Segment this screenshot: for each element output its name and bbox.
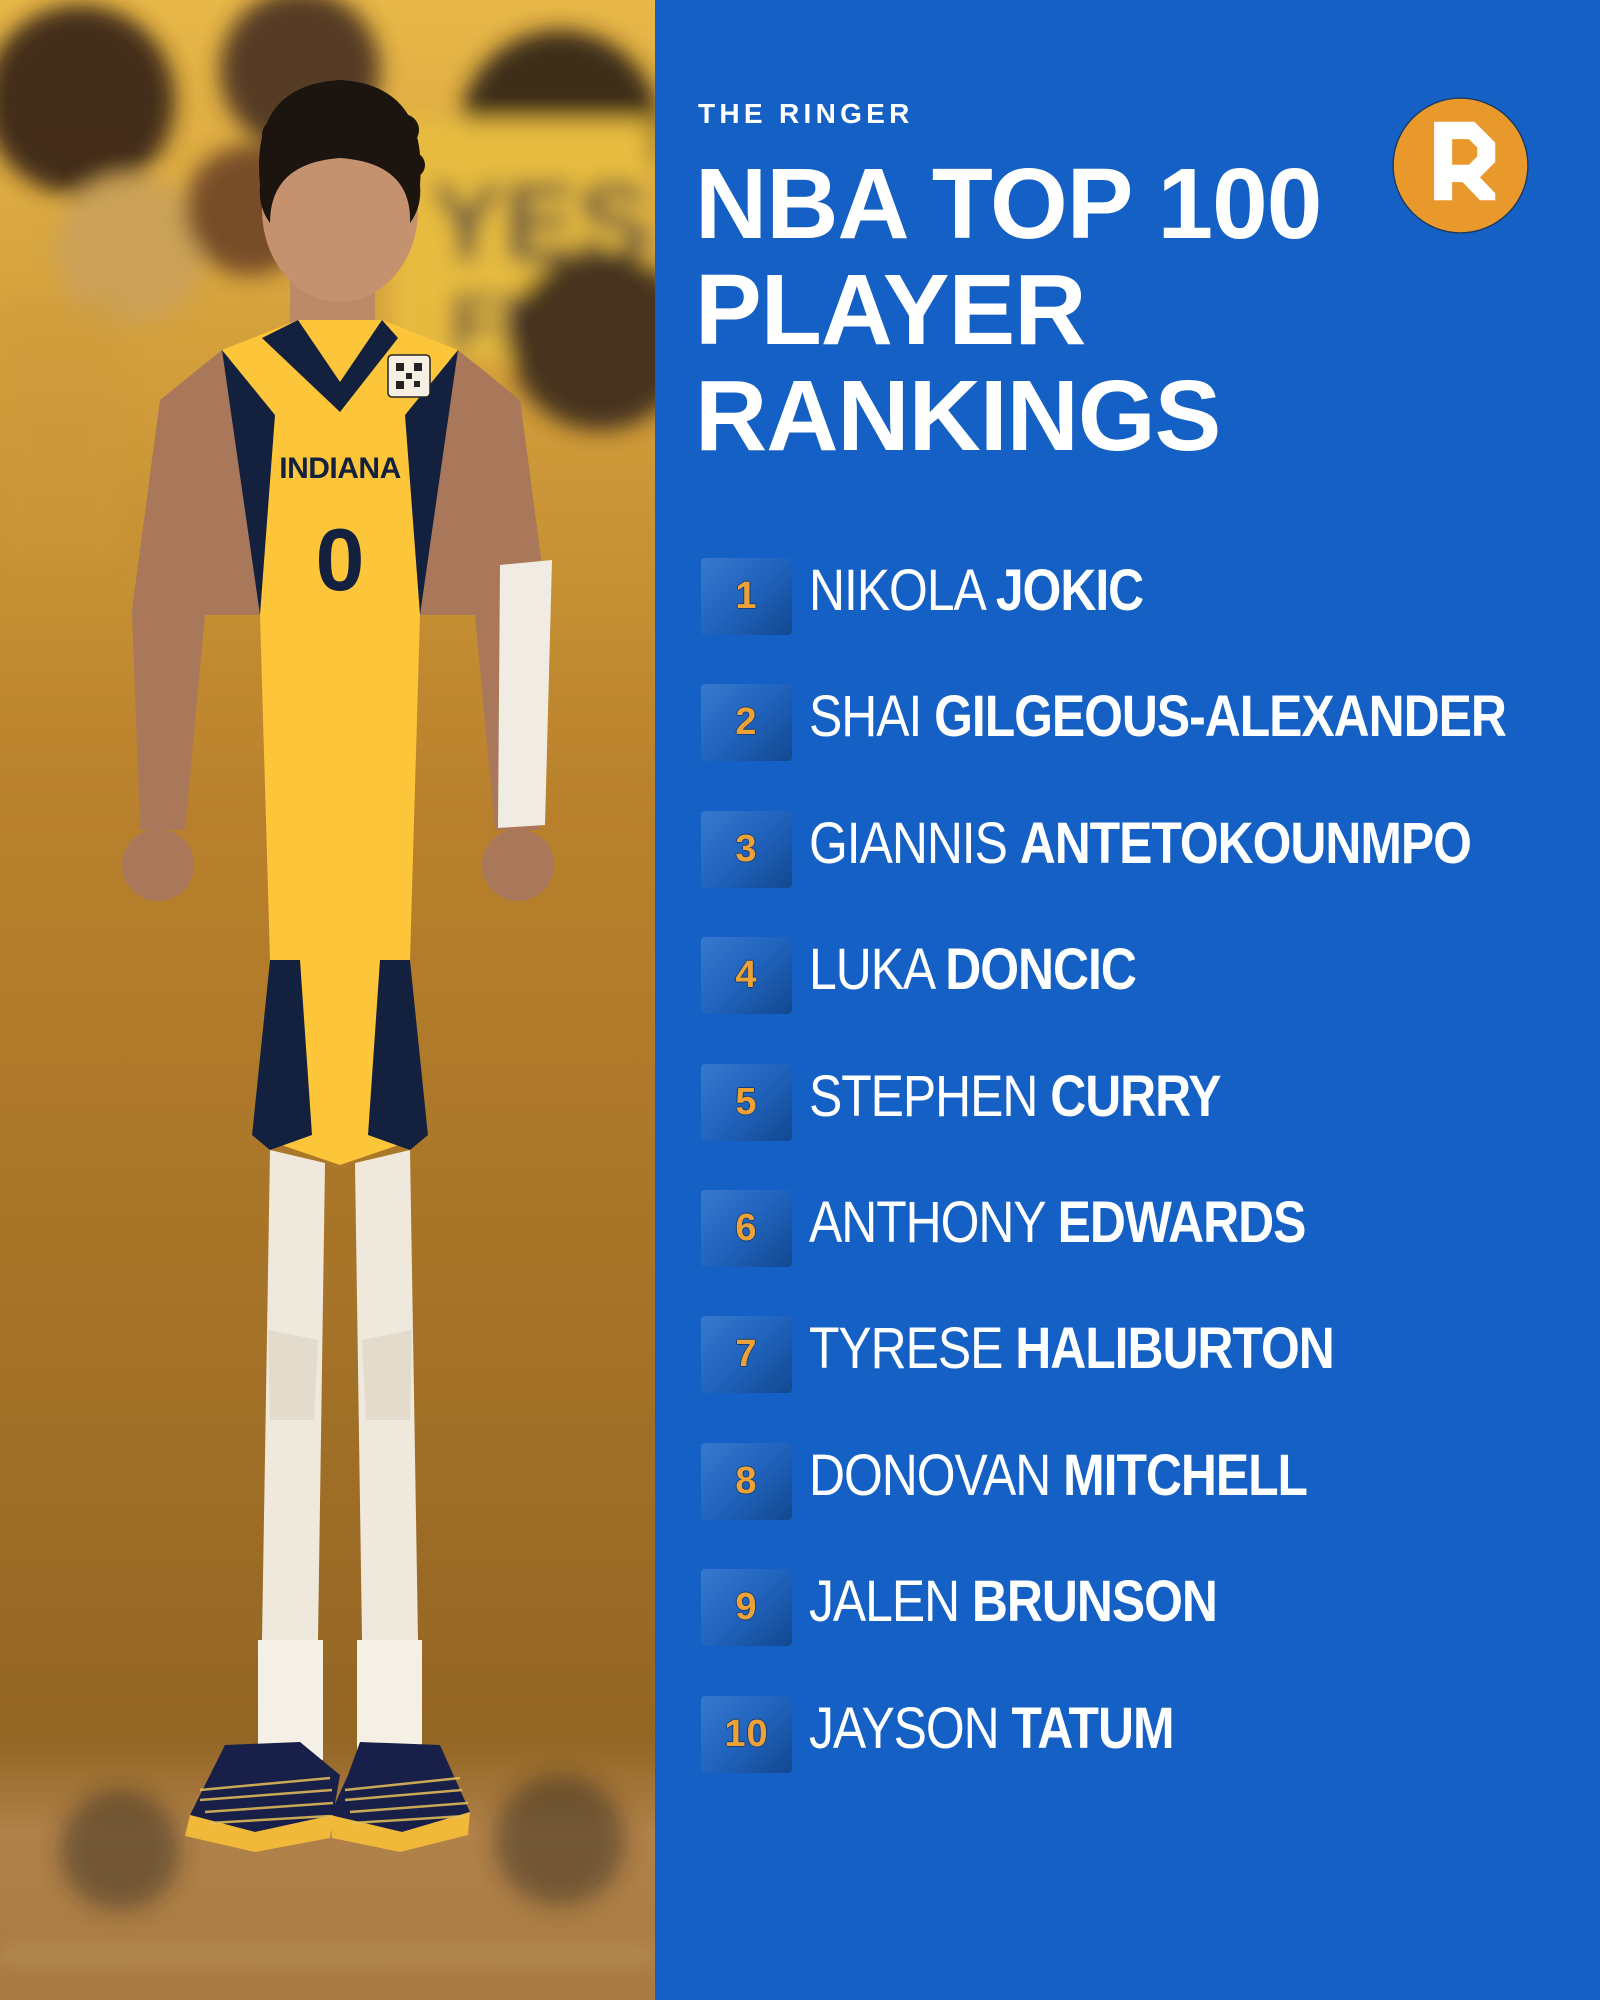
svg-text:INDIANA: INDIANA xyxy=(279,452,401,485)
svg-text:0: 0 xyxy=(316,510,365,609)
